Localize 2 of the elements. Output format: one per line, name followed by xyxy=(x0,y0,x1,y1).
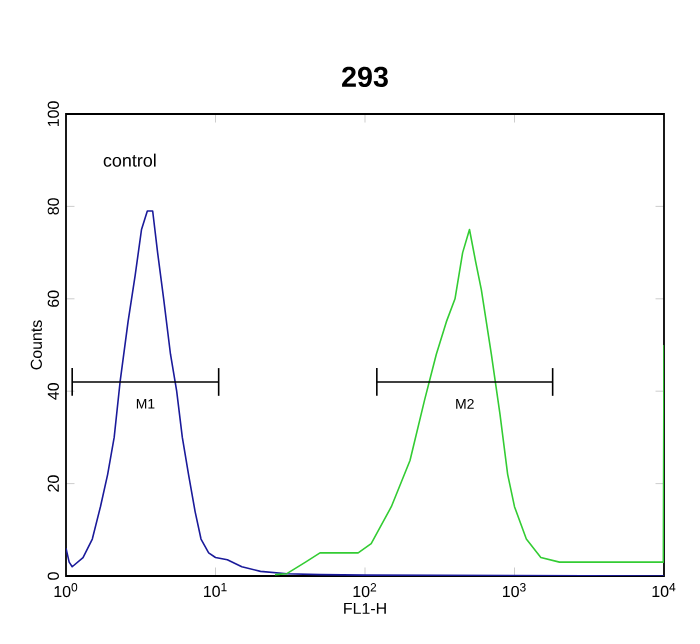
chart-title: 293 xyxy=(342,66,388,88)
annotation: control xyxy=(103,153,156,167)
